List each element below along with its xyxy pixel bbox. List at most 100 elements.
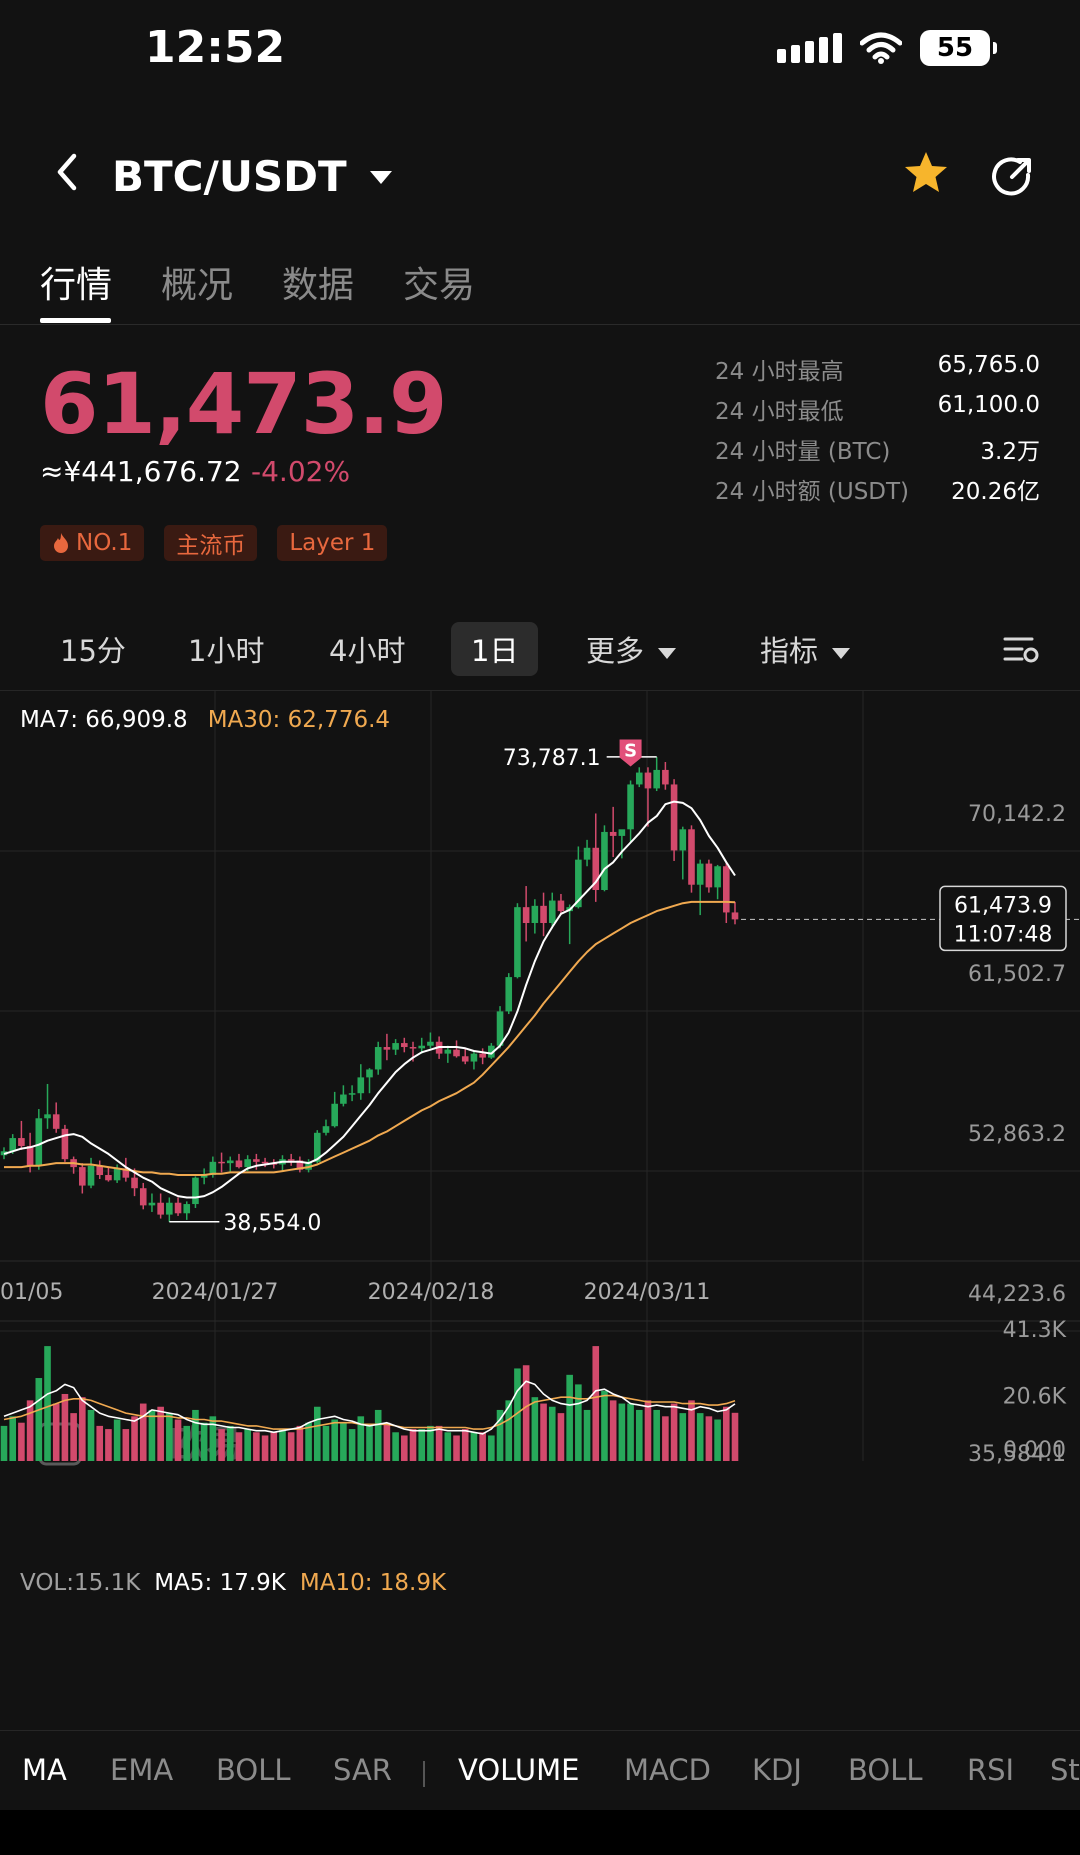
status-bar: 12:52 55 bbox=[0, 0, 1080, 100]
volume-bar bbox=[575, 1384, 582, 1461]
volume-bar bbox=[670, 1403, 678, 1461]
interval-15m[interactable]: 15分 bbox=[60, 634, 126, 668]
candle-body bbox=[540, 905, 547, 923]
volume-bar bbox=[592, 1346, 600, 1461]
volume-bar bbox=[374, 1409, 382, 1461]
ma-legend: MA7: 66,909.8 MA30: 62,776.4 bbox=[20, 707, 390, 733]
volume-bar bbox=[514, 1368, 521, 1461]
candle-body bbox=[401, 1043, 408, 1048]
candle-body bbox=[348, 1093, 356, 1095]
volume-bar bbox=[531, 1397, 539, 1461]
candle-body bbox=[122, 1168, 130, 1178]
candle-body bbox=[583, 847, 591, 860]
volume-bar bbox=[226, 1425, 234, 1461]
interval-1d[interactable]: 1日 bbox=[451, 622, 539, 676]
favorite-star-icon[interactable] bbox=[902, 150, 950, 196]
rank-tag[interactable]: NO.1 bbox=[40, 525, 145, 561]
x-axis-tick: 01/05 bbox=[0, 1280, 63, 1305]
volume-bar bbox=[70, 1413, 77, 1461]
indicator-kdj[interactable]: KDJ bbox=[752, 1753, 802, 1787]
interval-1h[interactable]: 1小时 bbox=[188, 634, 265, 668]
volume-bar bbox=[61, 1393, 69, 1461]
stat-label: 24 小时最低 bbox=[715, 399, 844, 425]
volume-bar bbox=[688, 1400, 695, 1461]
candle-body bbox=[313, 1132, 321, 1162]
volume-bar bbox=[244, 1429, 251, 1461]
candle-body bbox=[409, 1047, 417, 1049]
candle-body bbox=[505, 977, 513, 1012]
volume-bar bbox=[583, 1409, 591, 1461]
vol-ma5-line bbox=[3, 1380, 736, 1435]
battery-indicator: 55 bbox=[920, 30, 997, 66]
share-icon[interactable] bbox=[990, 155, 1034, 199]
pair-header: BTC/USDT bbox=[0, 130, 1080, 230]
candle-body bbox=[470, 1053, 478, 1062]
indicator-ma[interactable]: MA bbox=[22, 1753, 67, 1787]
indicator-boll-sub[interactable]: BOLL bbox=[848, 1753, 923, 1787]
tag-row: NO.1 主流币 Layer 1 bbox=[40, 525, 388, 561]
pair-title[interactable]: BTC/USDT bbox=[112, 152, 347, 201]
status-time: 12:52 bbox=[145, 22, 286, 73]
volume-bar bbox=[139, 1403, 147, 1461]
candle-body bbox=[113, 1168, 121, 1181]
kline-chart-area[interactable]: 73,787.1 38,554.0 S 70,142.2 61,502.7 52,863.… bbox=[0, 690, 1080, 1560]
indicator-rsi[interactable]: RSI bbox=[967, 1753, 1015, 1787]
chart-settings-icon[interactable] bbox=[1002, 634, 1040, 666]
indicator-ema[interactable]: EMA bbox=[110, 1753, 174, 1787]
indicator-sar[interactable]: SAR bbox=[333, 1753, 392, 1787]
candle-body bbox=[627, 784, 634, 830]
tab-market[interactable]: 行情 bbox=[40, 265, 113, 306]
volume-bar bbox=[383, 1422, 391, 1461]
volume-bar bbox=[522, 1365, 530, 1461]
candle-body bbox=[696, 863, 704, 885]
back-arrow-icon[interactable] bbox=[48, 152, 88, 192]
volume-label: VOL:15.1K bbox=[20, 1570, 141, 1596]
volume-bar bbox=[322, 1425, 330, 1461]
ma30-line bbox=[4, 900, 736, 1176]
volume-bar bbox=[418, 1429, 426, 1461]
pair-dropdown-icon[interactable] bbox=[368, 168, 394, 186]
indicator-macd[interactable]: MACD bbox=[624, 1753, 711, 1787]
indicator-stochrsi[interactable]: StochRSI bbox=[1050, 1753, 1080, 1787]
layer-tag[interactable]: Layer 1 bbox=[277, 525, 388, 561]
volume-bar bbox=[209, 1416, 217, 1461]
tab-overview[interactable]: 概况 bbox=[161, 265, 234, 306]
indicator-menu[interactable]: 指标 bbox=[760, 628, 851, 670]
volume-bar bbox=[235, 1432, 243, 1461]
candle-body bbox=[557, 900, 565, 912]
volume-bar bbox=[662, 1416, 669, 1461]
tab-trade[interactable]: 交易 bbox=[403, 265, 476, 306]
indicator-boll[interactable]: BOLL bbox=[216, 1753, 291, 1787]
tab-data[interactable]: 数据 bbox=[282, 265, 355, 306]
candle-body bbox=[26, 1145, 34, 1166]
volume-bar bbox=[279, 1429, 286, 1461]
volume-bar bbox=[357, 1416, 365, 1461]
category-tag[interactable]: 主流币 bbox=[164, 525, 258, 561]
ma7-label: MA7: 66,909.8 bbox=[20, 707, 188, 733]
candle-body bbox=[9, 1138, 17, 1152]
candle-body bbox=[522, 907, 530, 923]
vol-ma5-label: MA5: 17.9K bbox=[154, 1570, 286, 1596]
volume-bar bbox=[366, 1425, 373, 1461]
volume-bar bbox=[705, 1416, 713, 1461]
candle-body bbox=[592, 847, 600, 891]
interval-4h[interactable]: 4小时 bbox=[329, 634, 406, 668]
candle-body bbox=[61, 1128, 69, 1160]
interval-more[interactable]: 更多 bbox=[586, 628, 677, 670]
candle-body bbox=[174, 1202, 182, 1214]
kline-chart[interactable]: 73,787.1 38,554.0 S 70,142.2 61,502.7 52,863.… bbox=[0, 691, 1080, 1561]
candle-body bbox=[192, 1177, 199, 1205]
candle-body bbox=[679, 829, 687, 851]
candle-body bbox=[218, 1161, 225, 1164]
crosshair-time: 11:07:48 bbox=[954, 922, 1053, 947]
volume-bar bbox=[18, 1422, 25, 1461]
x-axis-tick: 2024/03/11 bbox=[584, 1280, 711, 1305]
indicator-volume[interactable]: VOLUME bbox=[458, 1753, 580, 1787]
candle-body bbox=[662, 769, 669, 785]
volume-bar bbox=[148, 1409, 156, 1461]
candle-body bbox=[244, 1159, 251, 1168]
volume-bar bbox=[0, 1425, 8, 1461]
volume-y-tick: 41.3K bbox=[1003, 1318, 1067, 1343]
candle-body bbox=[183, 1204, 191, 1214]
candle-body bbox=[35, 1118, 43, 1166]
